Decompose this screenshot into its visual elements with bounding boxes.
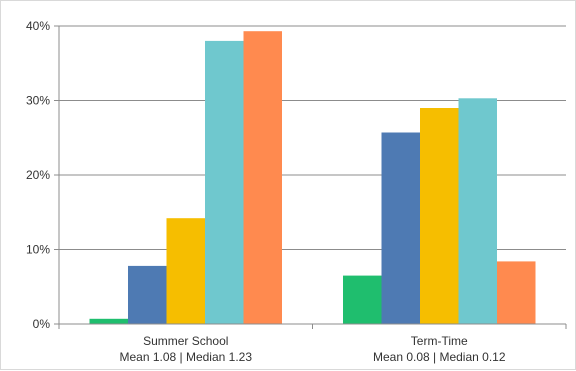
x-category-label: Term-Time <box>411 334 468 348</box>
y-tick-label: 40% <box>26 19 50 33</box>
bar <box>166 218 205 324</box>
y-tick-label: 20% <box>26 168 50 182</box>
x-category-stats-label: Mean 1.08 | Median 1.23 <box>119 350 252 364</box>
y-tick-label: 30% <box>26 94 50 108</box>
bar <box>89 318 128 324</box>
y-tick-label: 10% <box>26 243 50 257</box>
bar <box>497 261 536 324</box>
bar <box>458 98 497 324</box>
x-category-stats-label: Mean 0.08 | Median 0.12 <box>373 350 506 364</box>
bar <box>205 40 244 325</box>
bar <box>343 275 382 324</box>
bar <box>243 31 282 324</box>
bar <box>381 132 420 324</box>
bar <box>420 108 459 324</box>
bar <box>128 265 167 324</box>
y-tick-label: 0% <box>33 317 51 331</box>
x-category-label: Summer School <box>143 334 228 348</box>
